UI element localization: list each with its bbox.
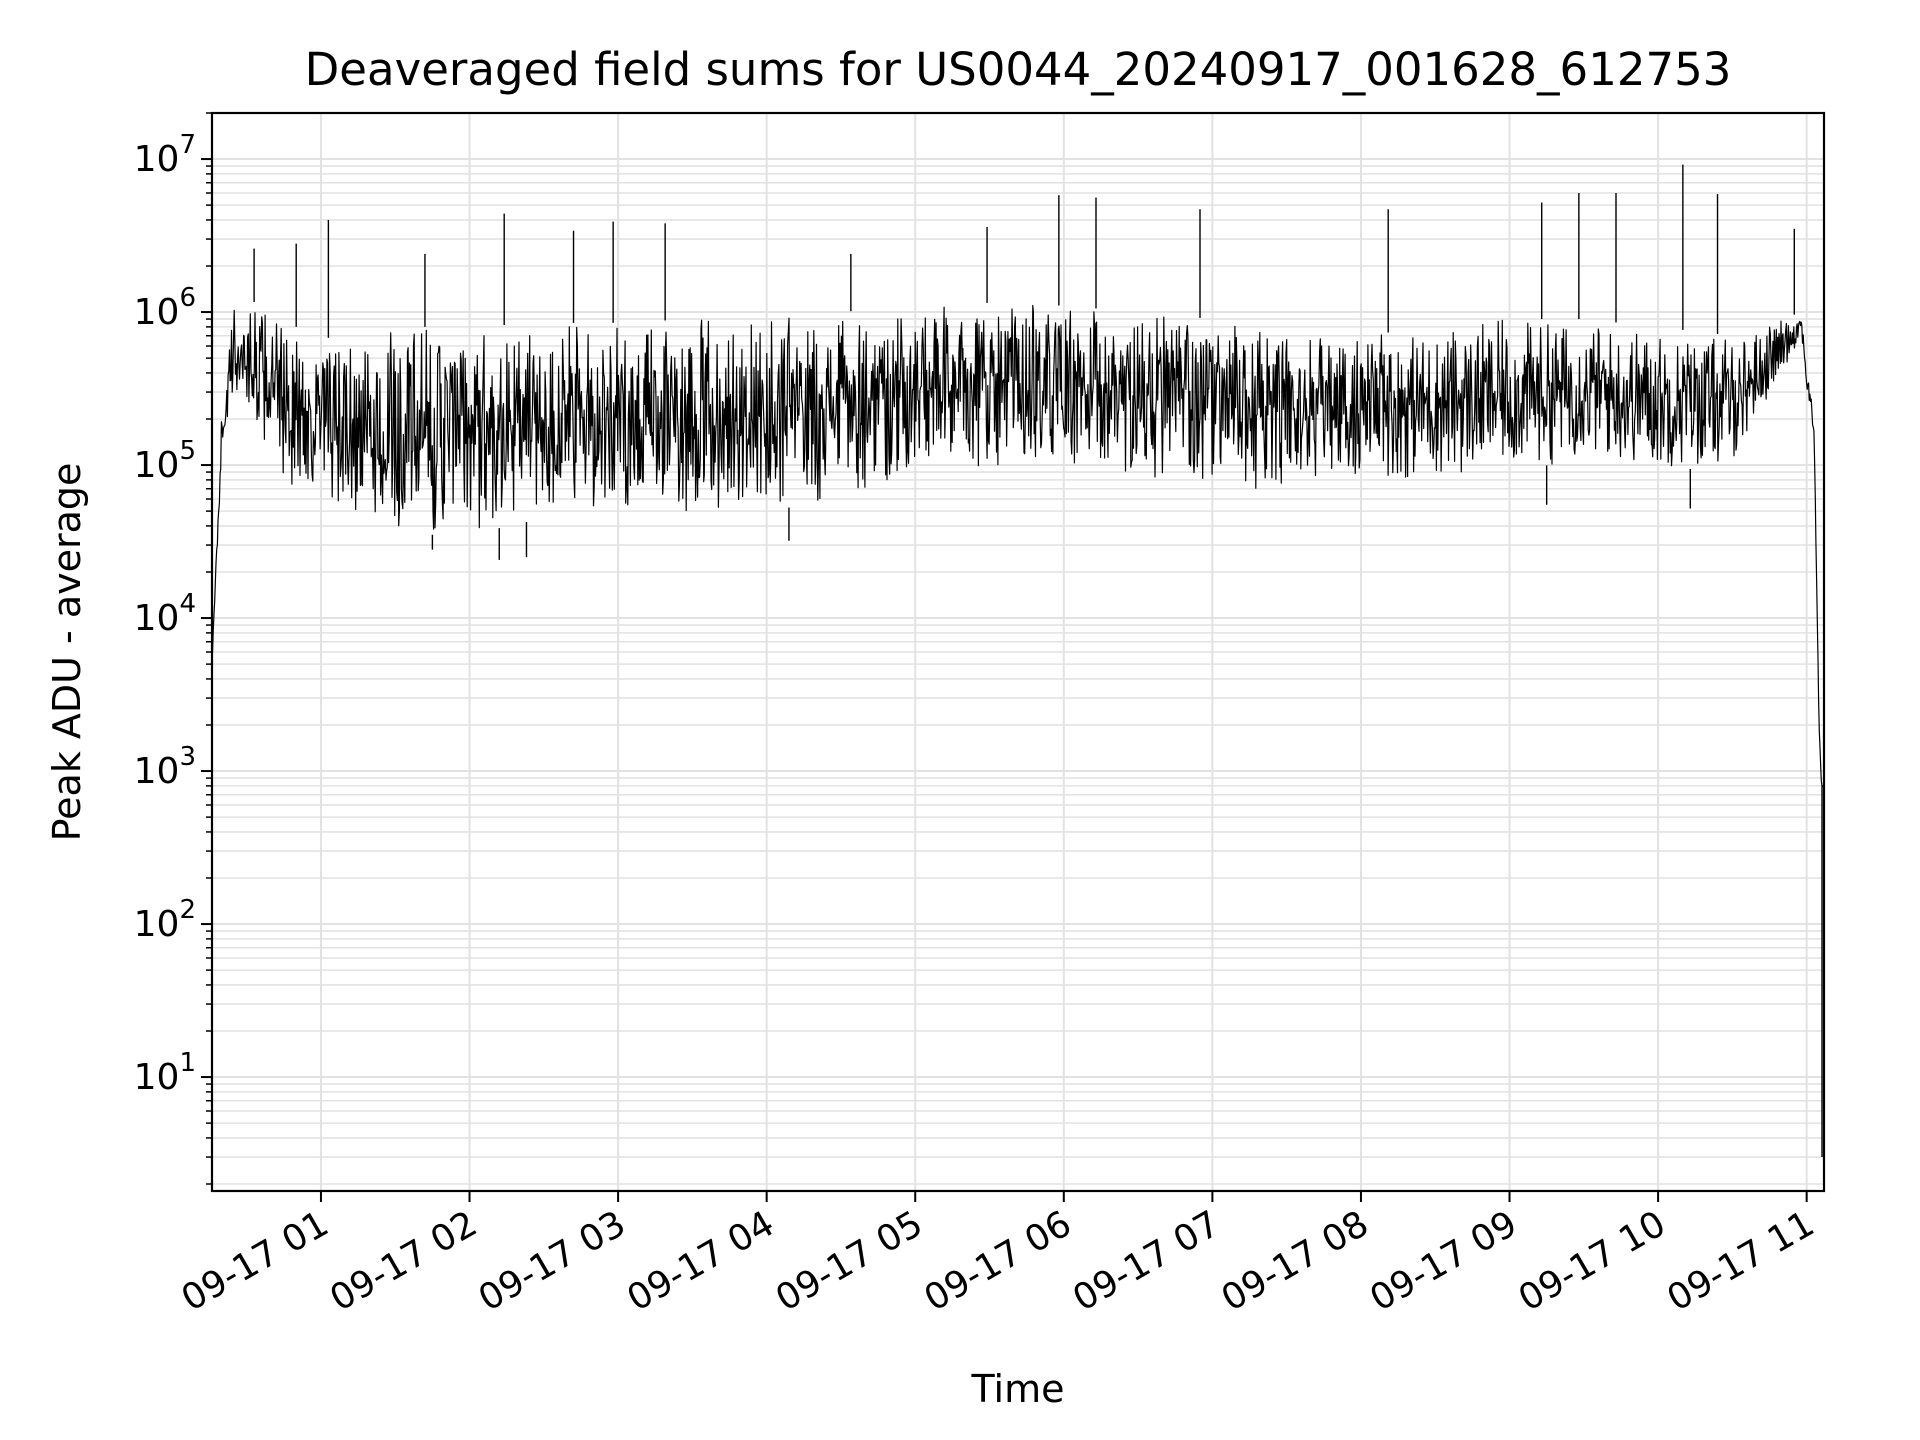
series-line xyxy=(211,304,1824,787)
y-tick-label: 104 xyxy=(134,589,196,639)
y-tick-label: 103 xyxy=(134,742,196,792)
y-tick-label: 107 xyxy=(134,130,196,180)
y-axis-label: Peak ADU - average xyxy=(45,463,89,842)
y-tick-label: 106 xyxy=(134,283,196,333)
x-axis-label: Time xyxy=(971,1367,1065,1411)
y-tick-label: 101 xyxy=(134,1048,196,1098)
y-axis: 101 102 103 104 105 106 107 xyxy=(134,112,212,1185)
chart-title: Deaveraged field sums for US0044_2024091… xyxy=(305,43,1732,96)
y-tick-label: 102 xyxy=(134,895,196,945)
y-tick-label: 105 xyxy=(134,436,196,486)
series-layer xyxy=(211,164,1824,1158)
